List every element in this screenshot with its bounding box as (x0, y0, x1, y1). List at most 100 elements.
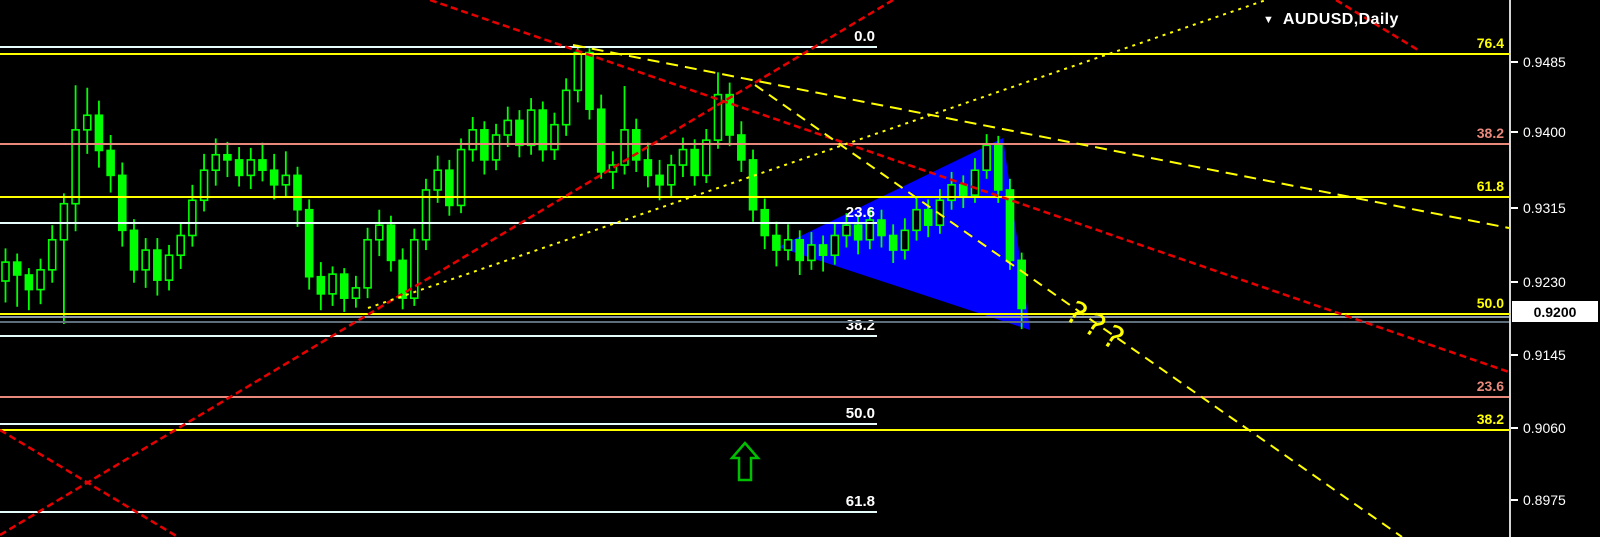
price-axis-tick: 0.9060 (1511, 420, 1566, 436)
candle-body (912, 208, 921, 232)
candle-body (842, 224, 851, 237)
symbol-timeframe-label: AUDUSD,Daily (1282, 11, 1399, 28)
candle-body (106, 149, 115, 177)
candle-body (713, 93, 723, 141)
candle-body (526, 109, 536, 147)
price-axis-label: 0.9315 (1523, 200, 1566, 216)
candle-body (269, 169, 279, 186)
fib-label-white-retracement: 38.2 (846, 317, 875, 334)
candle-body (398, 259, 407, 299)
price-axis-tick: 0.8975 (1511, 492, 1566, 508)
candle-body (1017, 259, 1026, 310)
candle-body (82, 114, 92, 131)
candle-body (1, 261, 10, 282)
fib-label-white-retracement: 0.0 (854, 28, 875, 45)
candle-body (456, 148, 466, 207)
candle-body (36, 269, 45, 291)
candle-body (176, 234, 185, 257)
fib-label-yellow-expansion: 61.8 (1477, 178, 1504, 194)
candle-body (701, 139, 711, 177)
price-axis-tick: 0.9230 (1511, 274, 1566, 290)
candle-body (573, 51, 583, 92)
candle-body (818, 244, 828, 257)
candle-body (947, 184, 956, 202)
candle-body (538, 109, 548, 151)
candle-body (246, 159, 256, 177)
candle-body (47, 238, 57, 271)
red-descending-long-trendline (429, 0, 1509, 374)
candle-body (59, 202, 69, 241)
tick-mark (1511, 354, 1518, 356)
symbol-timeframe-dropdown[interactable]: ▼ AUDUSD,Daily (1263, 11, 1399, 29)
candle-body (351, 287, 361, 299)
candle-body (807, 244, 816, 262)
candle-body (655, 174, 664, 186)
tick-mark (1511, 61, 1518, 63)
candle-body (188, 199, 197, 237)
candle-body (550, 123, 559, 151)
fib-label-salmon-expansion: 38.2 (1477, 125, 1504, 141)
candle-body (515, 119, 524, 147)
current-price-box: 0.9200 (1512, 301, 1598, 322)
candle-body (164, 254, 174, 281)
fib-label-yellow-expansion: 76.4 (1477, 35, 1504, 51)
candle-body (982, 144, 991, 172)
candle-body (772, 234, 781, 251)
tick-mark (1511, 499, 1518, 501)
yellow-descending-gentle-trendline (572, 44, 1509, 229)
candle-body (970, 169, 980, 196)
candle-body (737, 134, 746, 161)
candle-body (339, 273, 349, 299)
candle-body (211, 153, 221, 172)
candle-body (258, 159, 267, 172)
price-axis-label: 0.9485 (1523, 54, 1566, 70)
candle-body (643, 159, 653, 177)
price-axis-label: 0.9145 (1523, 347, 1566, 363)
candle-body (234, 159, 244, 177)
candle-body (830, 234, 840, 257)
tick-mark (1511, 131, 1518, 133)
yellow-dotted-ascending-trendline (367, 0, 1267, 309)
price-axis[interactable]: 0.9485 0.9400 0.9315 0.9230 0.9145 0.9060 0.89… (1509, 0, 1600, 537)
candle-body (725, 93, 734, 136)
price-axis-label: 0.9400 (1523, 124, 1566, 140)
tick-mark (1511, 207, 1518, 209)
candle-body (503, 119, 513, 136)
candle-body (561, 89, 571, 126)
fib-label-salmon-expansion: 23.6 (1477, 378, 1504, 394)
candle-body (690, 148, 699, 177)
price-chart-canvas[interactable]: 0.0 23.6 38.2 50.0 61.8 76.4 61.8 50.0 38.2 38.2 2… (0, 0, 1509, 537)
candle-body (491, 134, 501, 161)
red-bottom-left-trendline (0, 428, 179, 537)
candle-body (596, 108, 606, 173)
up-arrow-icon (729, 441, 761, 482)
fib-label-white-retracement: 61.8 (846, 493, 875, 510)
chevron-down-icon: ▼ (1263, 13, 1274, 26)
fib-label-white-retracement: 23.6 (846, 204, 875, 221)
candle-body (223, 153, 232, 161)
candle-body (293, 174, 302, 211)
candle-body (363, 238, 372, 289)
price-axis-label: 0.9060 (1523, 420, 1566, 436)
candle-body (281, 174, 291, 186)
candle-body (199, 169, 209, 202)
candle-body (877, 219, 886, 237)
candle-body (608, 164, 618, 173)
tick-mark (1511, 427, 1518, 429)
candle-body (328, 273, 337, 295)
candle-body (468, 129, 478, 151)
candle-body (386, 224, 396, 262)
candle-body (71, 129, 80, 205)
candle-body (12, 261, 22, 276)
candle-body (795, 238, 805, 262)
candle-body (141, 249, 150, 271)
candle-body (666, 164, 676, 186)
candle-body (748, 159, 758, 211)
candle-body (94, 114, 104, 152)
price-axis-tick: 0.9485 (1511, 54, 1566, 70)
candle-body (129, 229, 139, 271)
candle-body (900, 229, 910, 251)
red-top-right-trendline (1335, 0, 1419, 52)
candle-body (585, 51, 594, 111)
